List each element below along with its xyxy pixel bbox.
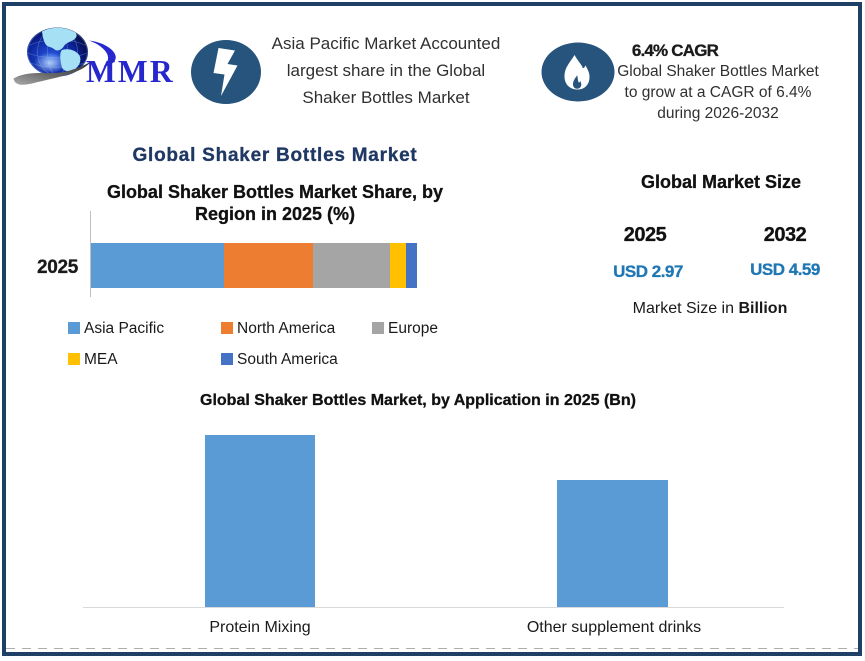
svg-text:MMR: MMR xyxy=(86,54,175,89)
